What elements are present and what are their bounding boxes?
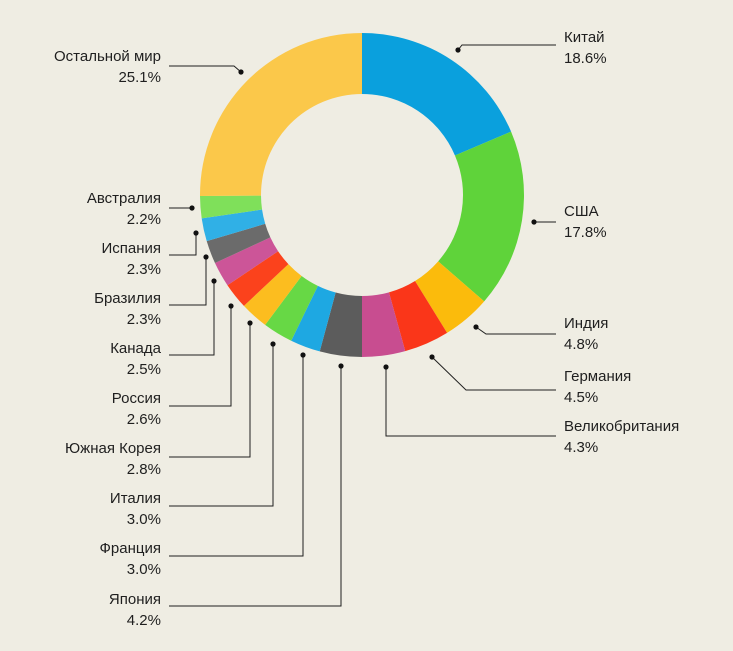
callout-line-3: [431, 356, 556, 391]
callout-line-8: [169, 323, 251, 458]
callout-dot-2: [473, 324, 479, 330]
callout-line-14: [169, 65, 242, 73]
slice-label-value-8: 2.8%: [127, 461, 161, 478]
callout-line-5: [169, 366, 342, 607]
slice-label-value-3: 4.5%: [564, 389, 598, 406]
slice-3: [388, 280, 448, 352]
callout-dot-8: [247, 320, 253, 326]
callout-dot-13: [189, 205, 195, 211]
callout-line-7: [169, 344, 274, 507]
callout-dot-4: [383, 364, 389, 370]
slice-label-name-11: Бразилия: [94, 290, 161, 307]
slice-label-value-1: 17.8%: [564, 224, 607, 241]
slice-label-name-13: Австралия: [87, 190, 161, 207]
slice-9: [227, 251, 289, 306]
callout-dot-10: [211, 278, 217, 284]
slice-label-name-7: Италия: [110, 490, 161, 507]
slice-label-name-2: Индия: [564, 315, 608, 332]
slice-label-value-0: 18.6%: [564, 50, 607, 67]
slice-7: [265, 275, 318, 341]
slice-2: [415, 261, 485, 333]
callouts-group: Китай 18.6% США 17.8% Индия 4.8% Германия 4.5% В…: [54, 29, 679, 629]
slice-label-name-5: Япония: [109, 591, 161, 608]
callout-line-0: [457, 44, 556, 51]
callout-dot-14: [238, 69, 244, 75]
slice-label-value-2: 4.8%: [564, 336, 598, 353]
slice-8: [243, 264, 302, 325]
slice-label-name-1: США: [564, 203, 599, 220]
slice-label-value-9: 2.6%: [127, 411, 161, 428]
slice-label-name-6: Франция: [100, 540, 161, 557]
slice-label-name-12: Испания: [101, 240, 161, 257]
callout-line-11: [169, 257, 207, 306]
slice-label-value-7: 3.0%: [127, 511, 161, 528]
callout-dot-7: [270, 341, 276, 347]
slice-13: [200, 195, 263, 219]
slice-label-value-11: 2.3%: [127, 311, 161, 328]
callout-dot-5: [338, 363, 344, 369]
callout-line-10: [169, 281, 215, 356]
slice-label-value-5: 4.2%: [127, 612, 161, 629]
callout-dot-6: [300, 352, 306, 358]
slice-5: [319, 292, 362, 357]
slice-4: [362, 292, 406, 357]
slice-label-value-14: 25.1%: [118, 69, 161, 86]
slice-0: [362, 33, 512, 156]
slice-label-name-3: Германия: [564, 368, 631, 385]
callout-dot-0: [455, 47, 461, 53]
slice-label-value-12: 2.3%: [127, 261, 161, 278]
slice-label-value-4: 4.3%: [564, 439, 598, 456]
slice-6: [291, 285, 336, 352]
slice-label-name-8: Южная Корея: [65, 440, 161, 457]
slice-10: [214, 237, 279, 286]
slice-label-value-10: 2.5%: [127, 361, 161, 378]
slice-1: [438, 131, 524, 302]
slice-label-name-10: Канада: [110, 340, 161, 357]
callout-dot-12: [193, 230, 199, 236]
callout-dot-11: [203, 254, 209, 260]
callout-dot-3: [429, 354, 435, 360]
callout-line-4: [385, 367, 556, 437]
slice-11: [206, 223, 271, 264]
slice-label-name-4: Великобритания: [564, 418, 679, 435]
slice-label-name-0: Китай: [564, 29, 605, 46]
callout-line-6: [169, 355, 304, 557]
slice-14: [200, 33, 362, 197]
callout-dot-9: [228, 303, 234, 309]
slice-label-value-13: 2.2%: [127, 211, 161, 228]
slice-label-value-6: 3.0%: [127, 561, 161, 578]
slice-label-name-9: Россия: [112, 390, 161, 407]
slice-12: [201, 209, 266, 242]
slice-label-name-14: Остальной мир: [54, 48, 161, 65]
callout-line-2: [475, 326, 556, 335]
slices-group: [200, 33, 524, 357]
callout-line-12: [169, 233, 197, 256]
callout-dot-1: [531, 219, 537, 225]
callout-line-9: [169, 306, 232, 407]
